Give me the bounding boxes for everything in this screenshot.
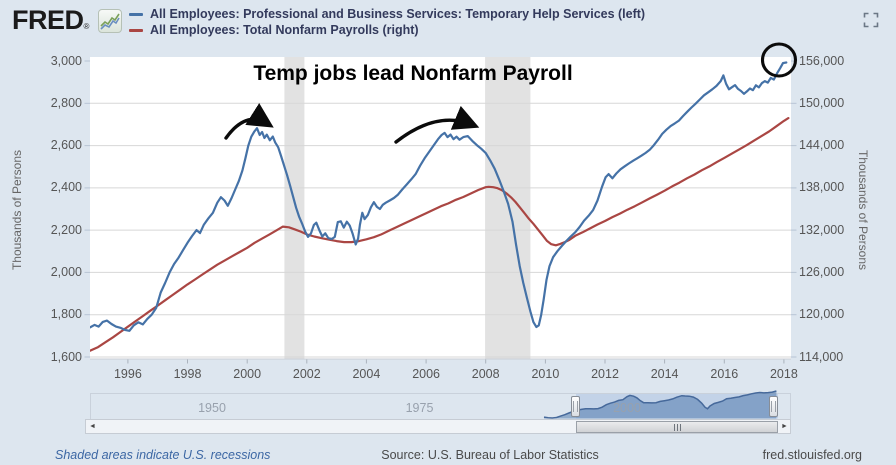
- y-axis-right-unit-label: Thousands of Persons: [856, 149, 870, 271]
- legend-label-nonfarm: All Employees: Total Nonfarm Payrolls (r…: [150, 23, 419, 37]
- scroll-left-arrow-icon[interactable]: ◄: [89, 423, 96, 430]
- lead-arrow-2000-peak: [224, 103, 274, 140]
- y-axis-left-unit-label: Thousands of Persons: [10, 149, 24, 271]
- x-axis-tick: 2018: [769, 367, 798, 381]
- slider-timeline-label: 1975: [405, 401, 434, 415]
- y-axis-tick-right: 132,000: [799, 222, 845, 237]
- x-axis-tick: 1996: [113, 367, 142, 381]
- x-axis-tick: 2006: [412, 367, 440, 381]
- y-axis-tick-left: 2,800: [50, 95, 82, 110]
- slider-timeline-label: 2000: [613, 401, 641, 415]
- plot-area[interactable]: [90, 57, 791, 359]
- y-axis-tick-left: 2,400: [50, 180, 82, 195]
- x-axis-tick: 1998: [173, 367, 202, 381]
- recession-note-link[interactable]: Shaded areas indicate U.S. recessions: [55, 448, 271, 462]
- highlight-circle-endpoint: [760, 42, 798, 78]
- scroll-right-arrow-icon[interactable]: ►: [781, 423, 788, 430]
- x-axis-tick: 2010: [531, 367, 560, 381]
- fred-logo-chart-icon: [98, 9, 122, 33]
- legend: All Employees: Professional and Business…: [129, 6, 645, 38]
- x-axis-tick: 2002: [292, 367, 321, 381]
- y-axis-tick-left: 2,000: [50, 264, 82, 279]
- range-handle-left[interactable]: [571, 396, 580, 417]
- legend-item-temp-help[interactable]: All Employees: Professional and Business…: [129, 6, 645, 22]
- x-axis-tick: 2000: [233, 367, 262, 381]
- plot-background: [90, 57, 791, 359]
- y-axis-tick-left: 2,200: [50, 222, 82, 237]
- y-axis-tick-left: 1,800: [50, 307, 82, 322]
- legend-item-nonfarm[interactable]: All Employees: Total Nonfarm Payrolls (r…: [129, 22, 645, 38]
- x-axis-tick: 2012: [591, 367, 619, 381]
- legend-swatch-red: [129, 28, 143, 32]
- fred-site-link[interactable]: fred.stlouisfed.org: [762, 448, 862, 462]
- scrollbar-grip-icon: [577, 423, 777, 431]
- range-handle-right[interactable]: [769, 396, 778, 417]
- y-axis-tick-right: 156,000: [799, 53, 845, 68]
- mini-area-fill: [544, 391, 777, 419]
- recession-band: [284, 57, 305, 359]
- y-axis-tick-right: 126,000: [799, 264, 845, 279]
- fullscreen-icon[interactable]: [863, 12, 879, 28]
- x-axis-tick: 2014: [650, 367, 679, 381]
- x-axis-tick: 2008: [471, 367, 500, 381]
- series-line-temp-help: [90, 61, 788, 332]
- source-attribution: Source: U.S. Bureau of Labor Statistics: [381, 448, 599, 462]
- y-axis-tick-right: 138,000: [799, 180, 845, 195]
- legend-label-temp-help: All Employees: Professional and Business…: [150, 7, 646, 21]
- x-axis-tick: 2016: [710, 367, 739, 381]
- x-axis-tick: 2004: [352, 367, 381, 381]
- fred-logo-text: FRED: [12, 5, 84, 35]
- scrollbar-thumb[interactable]: [576, 420, 778, 433]
- y-axis-tick-right: 114,000: [799, 349, 844, 364]
- y-axis-tick-right: 144,000: [799, 138, 845, 153]
- series-line-nonfarm: [90, 116, 790, 352]
- legend-swatch-blue: [129, 12, 143, 16]
- recession-band: [485, 57, 531, 359]
- y-axis-tick-left: 2,600: [50, 138, 82, 153]
- registered-mark: ®: [83, 22, 90, 31]
- lead-arrow-2007-peak: [394, 105, 480, 144]
- mini-area-line: [543, 390, 777, 419]
- y-axis-tick-right: 150,000: [799, 95, 845, 110]
- y-axis-tick-right: 120,000: [799, 307, 845, 322]
- y-axis-tick-left: 1,600: [50, 349, 82, 364]
- y-axis-tick-left: 3,000: [50, 53, 82, 68]
- fred-logo[interactable]: FRED®: [12, 5, 89, 36]
- slider-timeline-label: 1950: [198, 401, 226, 415]
